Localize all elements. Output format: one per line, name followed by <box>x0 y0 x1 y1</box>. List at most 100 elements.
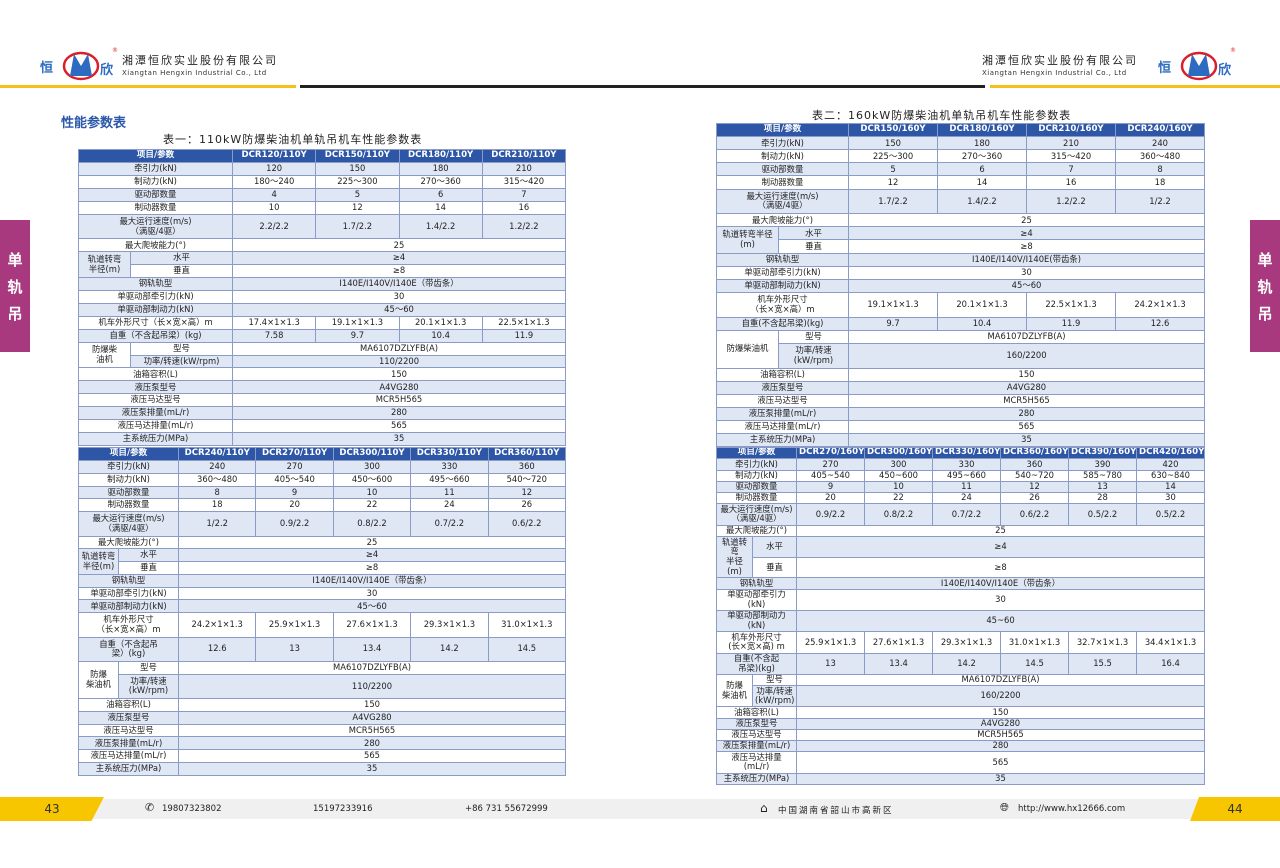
company-logo-right: 恒 欣 ® <box>1158 47 1236 81</box>
cell-value: 0.6/2.2 <box>487 511 566 537</box>
column-header: 项目/参数 <box>715 122 850 138</box>
cell-value: 12 <box>487 485 566 500</box>
cell-value: 240 <box>178 460 257 474</box>
table-row: 自重(不含起 吊梁)(kg) 13 13.4 14.2 14.5 15.5 16.4 <box>715 652 1206 675</box>
row-label: 机车外形尺寸 （长×宽×高）m <box>715 291 850 318</box>
column-header: DCR150/110Y <box>315 148 400 164</box>
cell-value: 330 <box>410 460 489 474</box>
svg-text:恒: 恒 <box>1158 60 1171 76</box>
table-row: 液压马达型号 MCR5H565 <box>77 393 567 408</box>
row-label: 最大爬坡能力(°) <box>715 524 798 537</box>
cell-value: 315～420 <box>481 175 567 189</box>
row-label: 制动器数量 <box>715 175 850 190</box>
cell-value: 28 <box>1068 491 1138 505</box>
cell-value-merged: A4VG280 <box>796 717 1206 730</box>
cell-value-merged: 45～60 <box>178 599 566 614</box>
row-label: 油箱容积(L) <box>715 367 850 382</box>
row-label: 钢轨轨型 <box>715 577 798 590</box>
cell-value: 31.0×1×1.3 <box>487 612 566 638</box>
table-row: 制动力(kN) 360～480 405～540 450～600 495～660 540～7… <box>77 472 566 487</box>
cell-value: 14.5 <box>487 636 566 662</box>
cell-value-merged: A4VG280 <box>178 710 566 725</box>
cell-value: 1/2.2 <box>178 511 257 537</box>
table-row: 机车外形尺寸 (长×宽×高) m 25.9×1×1.3 27.6×1×1.3 29.3… <box>715 631 1206 654</box>
svg-text:欣: 欣 <box>1218 62 1232 78</box>
cell-value: 0.9/2.2 <box>796 503 866 526</box>
row-label: 型号 <box>129 341 234 356</box>
row-label: 垂直 <box>751 556 798 579</box>
cell-value: 270～360 <box>398 175 483 189</box>
row-label: 垂直 <box>777 239 850 254</box>
cell-value-merged: MCR5H565 <box>796 728 1206 742</box>
cell-value-merged: 25 <box>848 213 1206 228</box>
cell-value: 8 <box>178 485 257 500</box>
table-row: 液压马达排量(mL/r) 565 <box>715 751 1206 774</box>
cell-value: 540～720 <box>487 472 566 487</box>
website-link[interactable]: http://www.hx12666.com <box>1018 804 1126 814</box>
row-label: 制动器数量 <box>77 200 234 215</box>
column-header: DCR240/110Y <box>178 446 257 462</box>
cell-value-merged: 30 <box>848 265 1206 280</box>
row-label: 最大运行速度(m/s) （满驱/4驱） <box>715 503 798 526</box>
cell-value: 10 <box>864 480 934 493</box>
table-row: 制动器数量 12 14 16 18 <box>715 175 1206 190</box>
row-label: 功率/转速 (kW/rpm) <box>777 342 850 369</box>
table2-caption: 表二：160kW防爆柴油机单轨吊机车性能参数表 <box>812 109 1072 122</box>
row-label: 水平 <box>751 535 798 558</box>
row-label: 液压马达排量(mL/r) <box>715 751 798 774</box>
row-label: 钢轨轨型 <box>77 573 180 588</box>
cell-value: 405～540 <box>255 472 334 487</box>
table-row: 制动力(kN) 405~540 450~600 495~660 540~720 585~7… <box>715 469 1206 482</box>
row-label: 主系统压力(MPa) <box>715 772 798 786</box>
cell-value: 0.7/2.2 <box>932 503 1002 526</box>
cell-value: 225～300 <box>315 175 400 189</box>
row-label: 最大爬坡能力(°) <box>77 238 234 253</box>
column-header: 项目/参数 <box>77 446 180 462</box>
cell-value: 18 <box>178 498 257 513</box>
cell-value: 495~660 <box>932 469 1002 482</box>
row-label: 单驱动部制动力(kN) <box>77 302 234 317</box>
cell-value-merged: 150 <box>232 367 567 382</box>
table-row: 制动力(kN) 180～240 225～300 270～360 315～420 <box>77 175 567 189</box>
cell-value: 20 <box>255 498 334 513</box>
cell-value-merged: ≥8 <box>848 239 1206 254</box>
cell-value: 390 <box>1068 458 1138 471</box>
cell-value: 13 <box>1068 480 1138 493</box>
row-group-label: 防爆柴 油机 <box>78 341 131 369</box>
cell-value: 16 <box>481 200 567 215</box>
row-label: 功率/转速 (kW/rpm) <box>751 685 798 708</box>
cell-value-merged: 280 <box>796 740 1206 753</box>
table-row: 制动力(kN) 225～300 270～360 315～420 360～480 <box>715 149 1206 164</box>
cell-value: 7 <box>1026 162 1117 177</box>
cell-value: 27.6×1×1.3 <box>332 612 412 638</box>
row-label: 液压泵排量(mL/r) <box>77 406 234 421</box>
row-label: 牵引力(kN) <box>715 136 850 151</box>
cell-value: 16.4 <box>1136 652 1206 675</box>
table-row: 驱动部数量 8 9 10 11 12 <box>77 485 566 500</box>
row-label: 液压马达型号 <box>77 393 234 408</box>
cell-value: 9.7 <box>848 316 939 331</box>
row-label: 液压泵排量(mL/r) <box>715 406 850 421</box>
footer-band <box>0 799 1280 819</box>
cell-value: 14.5 <box>1000 652 1070 675</box>
cell-value: 0.9/2.2 <box>255 511 334 537</box>
table-row: 最大运行速度(m/s) （满驱/4驱） 1/2.2 0.9/2.2 0.8/2.2 0.… <box>77 511 566 537</box>
cell-value-merged: 565 <box>848 419 1206 434</box>
row-label: 驱动部数量 <box>77 485 180 500</box>
table-row: 最大运行速度(m/s) （满驱/4驱） 0.9/2.2 0.8/2.2 0.7/2.2… <box>715 503 1206 526</box>
table-row: 功率/转速(kW/rpm) 110/2200 <box>79 354 567 369</box>
table-row: 液压泵排量(mL/r) 280 <box>715 406 1206 421</box>
table-row: 轨道转弯 半径(m) 水平 ≥4 <box>78 548 566 575</box>
cell-value: 120 <box>232 162 317 177</box>
cell-value-merged: 150 <box>848 367 1206 382</box>
column-header: DCR390/160Y <box>1068 446 1138 460</box>
row-label: 功率/转速(kW/rpm) <box>129 354 234 369</box>
row-label: 自重(不含起吊梁)(kg) <box>715 316 850 331</box>
cell-value: 0.8/2.2 <box>864 503 934 526</box>
row-label: 钢轨轨型 <box>715 252 850 267</box>
cell-value: 270～360 <box>937 149 1028 164</box>
row-label: 制动力(kN) <box>715 149 850 164</box>
row-group-label: 轨道转弯 半径(m) <box>78 548 119 575</box>
cell-value: 24 <box>410 498 489 513</box>
table-row: 轨道转弯半径 (m) 水平 ≥4 <box>716 226 1206 254</box>
